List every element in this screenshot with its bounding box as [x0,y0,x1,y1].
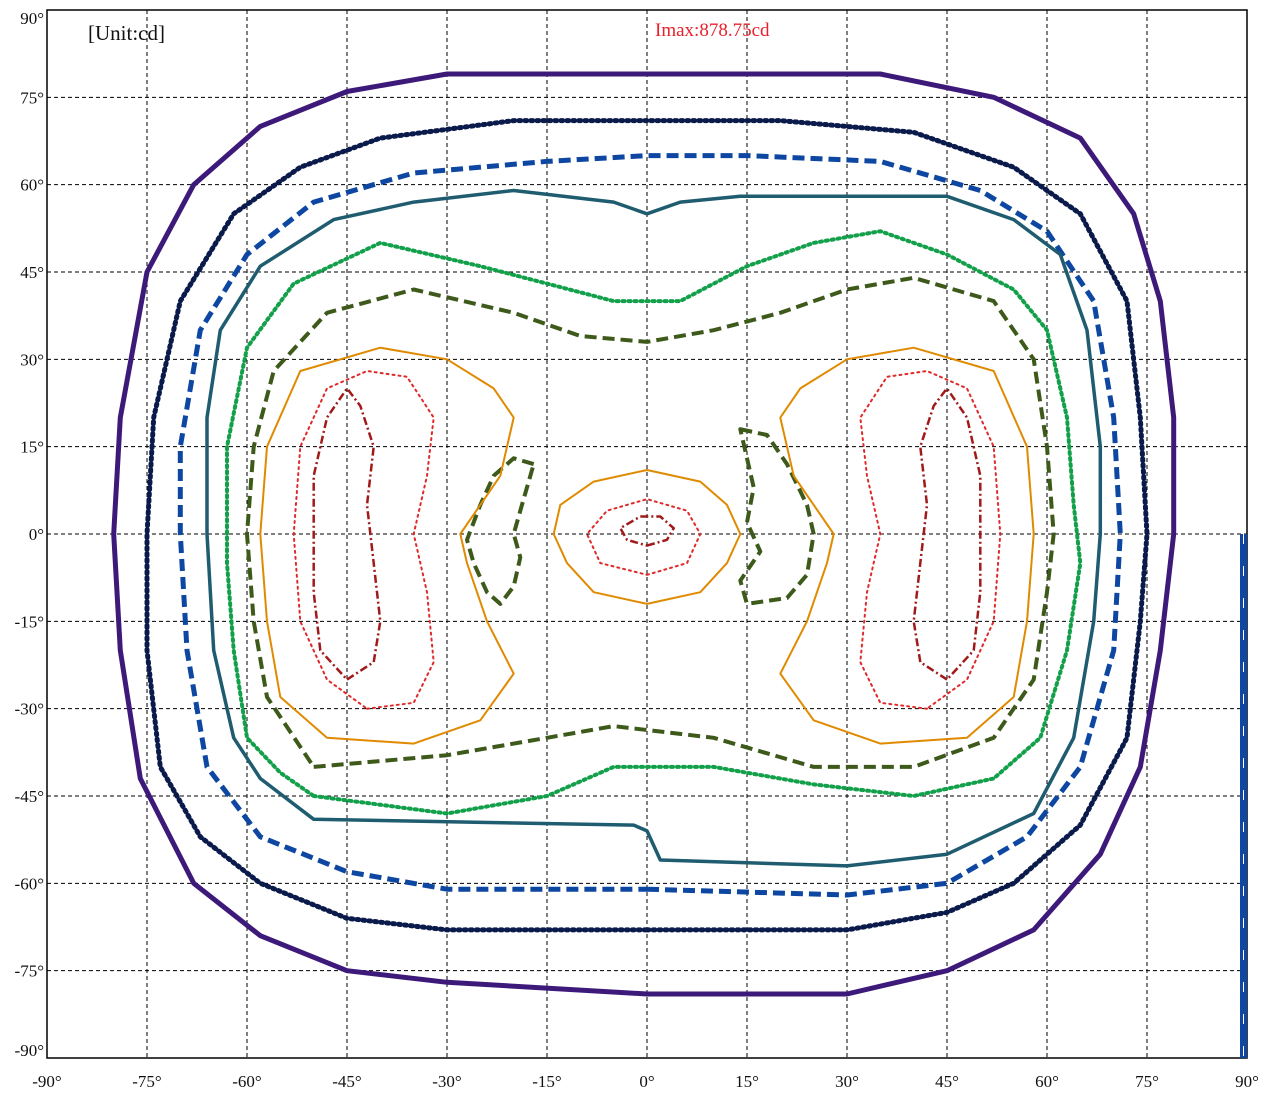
contour-line-level-4 [205,188,1103,868]
y-tick-label: 15° [20,438,44,457]
contour-line-level-7 [259,346,515,745]
x-tick-label: 0° [639,1072,654,1091]
contour-line-level-9 [619,515,675,547]
y-tick-label: 30° [20,350,44,369]
unit-label: [Unit:cd] [88,21,165,45]
contour-line-level-8 [859,370,1002,710]
y-tick-label: -45° [15,787,44,806]
contour-line-level-6 [738,427,816,606]
y-tick-label: -75° [15,962,44,981]
y-tick-label: 0° [29,525,44,544]
contour-line-level-3 [177,153,1123,898]
y-tick-label: 75° [20,88,44,107]
x-tick-label: 75° [1135,1072,1159,1091]
y-tick-label: -15° [15,612,44,631]
x-tick-label: -15° [532,1072,561,1091]
x-tick-label: -90° [32,1072,61,1091]
x-tick-label: -75° [132,1072,161,1091]
x-tick-label: 30° [835,1072,859,1091]
y-tick-label: -90° [15,1041,44,1060]
y-tick-label: -30° [15,700,44,719]
y-tick-label: 60° [20,176,44,195]
x-tick-label: 45° [935,1072,959,1091]
contour-line-level-6 [465,456,536,606]
contour-line-level-7 [552,469,742,605]
contour-line-level-2 [144,118,1150,933]
imax-label: Imax:878.75cd [655,20,770,41]
contour-line-level-8 [586,498,702,576]
contour-line-level-7 [779,346,1035,745]
x-tick-label: 15° [735,1072,759,1091]
axis-tick-labels: -90° -75° -60° -45° -30° -15° 0° 15° 30° 45° 60° 75… [15,9,1259,1091]
contour-line-level-9 [312,387,382,681]
x-tick-label: -60° [232,1072,261,1091]
y-tick-label: 90° [20,9,44,28]
y-tick-label: -60° [15,874,44,893]
contour-line-level-6 [245,275,1056,769]
x-tick-label: -45° [332,1072,361,1091]
contour-line-level-8 [292,370,435,710]
contour-line-level-1 [111,71,1177,997]
x-tick-label: 90° [1235,1072,1259,1091]
contour-line-level-5 [225,229,1083,816]
y-tick-label: 45° [20,263,44,282]
x-tick-label: 60° [1035,1072,1059,1091]
contour-lines [111,71,1247,1058]
contour-line-level-9 [912,387,982,681]
x-tick-label: -30° [432,1072,461,1091]
